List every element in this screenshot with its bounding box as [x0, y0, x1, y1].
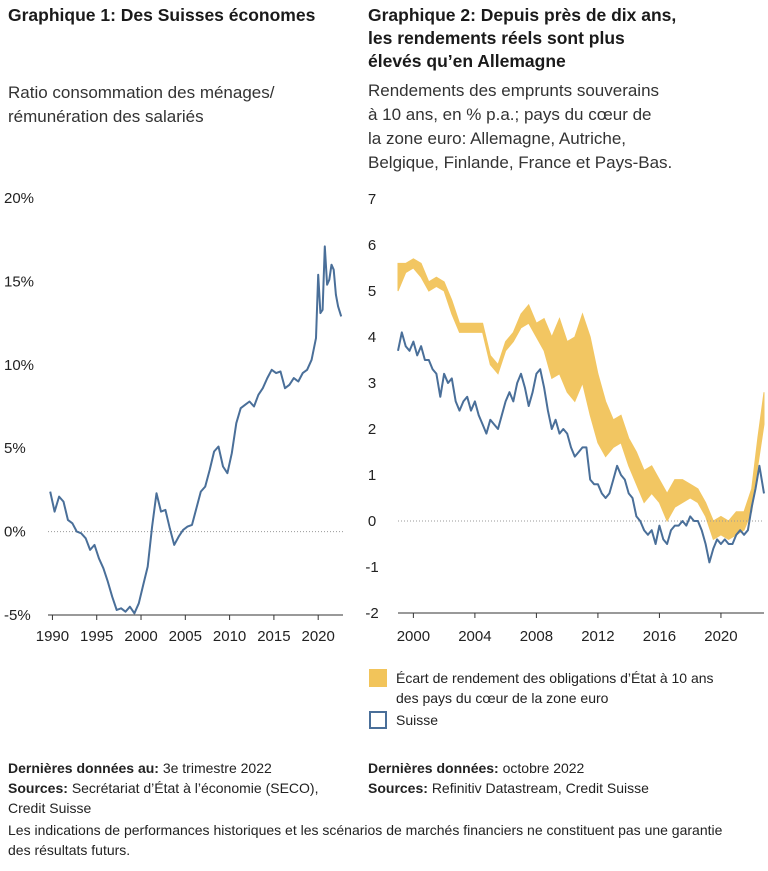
disclaimer-line: des résultats futurs. [8, 842, 131, 858]
chart2-title-line: Graphique 2: Depuis près de dix ans, [368, 5, 677, 25]
chart2-y-tick-label: 6 [368, 237, 376, 254]
chart2-y-tick-label: 2 [368, 421, 376, 438]
chart2-y-tick-label: -1 [365, 559, 378, 576]
legend-spread-swatch [369, 669, 387, 687]
footer-left-sources-label: Sources: [8, 780, 68, 796]
chart1-y-tick-label: 0% [4, 524, 26, 541]
chart1-x-tick-label: 2000 [124, 628, 157, 645]
chart2-subtitle-line: Belgique, Finlande, France et Pays-Bas. [368, 153, 673, 172]
chart2-y-tick-label: 0 [368, 513, 376, 530]
chart1-x-tick-label: 2015 [257, 628, 290, 645]
chart1-x-tick-label: 2010 [213, 628, 246, 645]
chart1-x-tick-label: 2005 [169, 628, 202, 645]
chart1-subtitle-line: rémunération des salariés [8, 107, 204, 126]
chart1-title: Graphique 1: Des Suisses économes [8, 5, 316, 25]
legend-spread-line: des pays du cœur de la zone euro [396, 690, 609, 706]
disclaimer: Les indications de performances historiq… [8, 820, 764, 860]
footer-left-sources-value-2: Credit Suisse [8, 800, 92, 816]
legend-spread-label: Écart de rendement des obligations d’Éta… [396, 668, 714, 708]
chart2-y-tick-label: -2 [365, 605, 378, 622]
chart2-subtitle-line: Rendements des emprunts souverains [368, 81, 660, 100]
chart2-y-tick-label: 1 [368, 467, 376, 484]
chart1-y-tick-label: 20% [4, 190, 34, 207]
chart1-y-tick-label: 15% [4, 273, 34, 290]
legend-spread-line: Écart de rendement des obligations d’Éta… [396, 670, 714, 686]
chart1-subtitle: Ratio consommation des ménages/ rémunéra… [8, 81, 274, 129]
chart2-x-tick-label: 2012 [581, 628, 614, 645]
chart2-x-tick-label: 2020 [704, 628, 737, 645]
chart1-x-tick-label: 2020 [302, 628, 335, 645]
chart2-y-tick-label: 4 [368, 329, 376, 346]
chart2-y-tick-label: 7 [368, 191, 376, 208]
chart2-title: Graphique 2: Depuis près de dix ans, les… [368, 4, 676, 73]
chart2-subtitle-line: la zone euro: Allemagne, Autriche, [368, 129, 626, 148]
chart1-y-tick-label: 10% [4, 357, 34, 374]
chart1-series-line [49, 245, 343, 615]
chart2-y-tick-label: 3 [368, 375, 376, 392]
footer-left: Dernières données au: 3e trimestre 2022 … [8, 758, 318, 818]
chart2-x-tick-label: 2008 [520, 628, 553, 645]
chart2-x-tick-label: 2000 [397, 628, 430, 645]
chart1-x-tick-label: 1995 [80, 628, 113, 645]
disclaimer-line: Les indications de performances historiq… [8, 822, 723, 838]
chart2-y-tick-label: 5 [368, 283, 376, 300]
footer-left-sources-value: Secrétariat d’État à l’économie (SECO), [71, 780, 319, 796]
footer-left-last-value: 3e trimestre 2022 [162, 760, 272, 776]
chart1-x-tick-label: 1990 [36, 628, 69, 645]
footer-right-last-value: octobre 2022 [502, 760, 585, 776]
chart2-subtitle-line: à 10 ans, en % p.a.; pays du cœur de [368, 105, 652, 124]
chart2-x-tick-label: 2016 [643, 628, 676, 645]
footer-right-sources-value: Refinitiv Datastream, Credit Suisse [431, 780, 649, 796]
chart2-subtitle: Rendements des emprunts souverains à 10 … [368, 79, 672, 175]
chart2-swiss-line [397, 331, 765, 564]
footer-left-last-label: Dernières données au: [8, 760, 159, 776]
footer-right-sources-label: Sources: [368, 780, 428, 796]
chart2-svg: -2 -1 0 1 2 3 4 5 6 7 2000 2004 2008 2012 2016 2020 [365, 191, 765, 645]
chart2-x-tick-label: 2004 [458, 628, 491, 645]
legend-swiss-swatch [369, 711, 387, 729]
legend-swiss-label: Suisse [396, 712, 439, 728]
chart2-title-line: élevés qu’en Allemagne [368, 51, 566, 71]
chart1-y-tick-label: -5% [4, 607, 31, 624]
chart1-subtitle-line: Ratio consommation des ménages/ [8, 83, 275, 102]
footer-right: Dernières données: octobre 2022 Sources:… [368, 758, 649, 798]
chart1-svg: -5% 0% 5% 10% 15% 20% 1990 1995 2000 2005 2010 2015… [4, 190, 343, 645]
chart1-y-tick-label: 5% [4, 440, 26, 457]
chart2-title-line: les rendements réels sont plus [368, 28, 625, 48]
footer-right-last-label: Dernières données: [368, 760, 499, 776]
chart2-spread-area [397, 258, 765, 541]
